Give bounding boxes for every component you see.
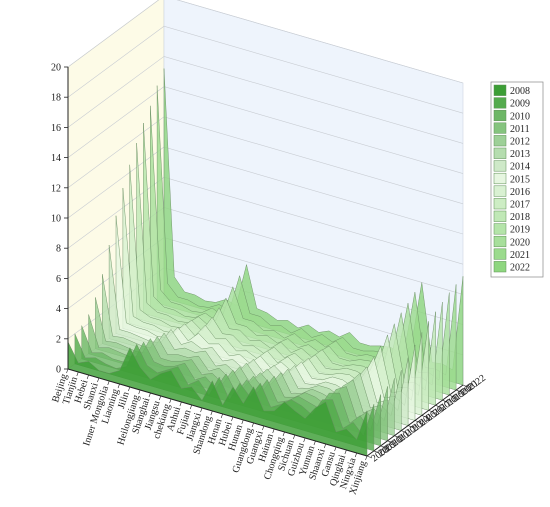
legend-swatch-2013 <box>493 147 507 159</box>
x-tick-mark <box>220 413 223 419</box>
x-tick-mark <box>148 392 151 398</box>
x-tick-mark <box>117 383 120 389</box>
y-tick-mark <box>462 384 469 388</box>
legend-label-2018: 2018 <box>510 212 530 223</box>
x-tick-mark <box>354 452 357 458</box>
x-tick-mark <box>231 416 234 422</box>
x-tick-mark <box>200 407 203 413</box>
x-tick-mark <box>344 449 347 455</box>
y-tick-mark <box>394 435 400 438</box>
legend-swatch-2020 <box>493 235 507 248</box>
y-tick-mark <box>456 389 462 393</box>
y-tick-mark <box>449 394 455 398</box>
x-tick-mark <box>66 368 69 374</box>
legend-label-2010: 2010 <box>510 111 530 122</box>
x-tick-mark <box>86 374 89 380</box>
ridge-series-group <box>67 68 464 457</box>
legend-label-2022: 2022 <box>510 263 530 274</box>
z-tick-label: 18 <box>51 93 61 104</box>
z-tick-label: 12 <box>51 183 61 194</box>
legend-swatch-2009 <box>493 97 507 109</box>
y-tick-mark <box>387 440 393 444</box>
z-tick-label: 4 <box>56 304 61 315</box>
z-axis-ticks: 0 2 4 6 8 10 12 14 16 18 20 <box>51 63 68 376</box>
legend-label-2014: 2014 <box>510 162 530 173</box>
y-tick-mark <box>435 405 441 408</box>
y-tick-mark <box>408 425 414 428</box>
legend-swatch-2010 <box>493 109 507 122</box>
y-tick-mark <box>414 420 421 423</box>
legend-label-2015: 2015 <box>510 174 530 185</box>
x-tick-mark <box>189 404 193 410</box>
x-tick-mark <box>179 401 182 407</box>
x-tick-mark <box>169 398 172 404</box>
legend-label-2019: 2019 <box>510 225 530 236</box>
legend-swatch-2014 <box>493 160 507 172</box>
y-tick-mark <box>428 410 434 413</box>
z-tick-label: 16 <box>51 123 61 134</box>
legend-label-2012: 2012 <box>510 137 530 148</box>
legend-label-2009: 2009 <box>510 99 530 110</box>
legend-label-2013: 2013 <box>510 149 530 160</box>
x-tick-mark <box>272 428 275 434</box>
gridline <box>67 0 464 84</box>
y-tick-mark <box>442 399 448 403</box>
x-tick-mark <box>128 386 131 392</box>
y-tick-mark <box>366 455 373 459</box>
z-tick-label: 10 <box>51 214 61 225</box>
x-tick-mark <box>334 446 337 452</box>
z-tick-label: 14 <box>51 153 61 164</box>
y-tick-mark <box>380 445 386 449</box>
z-tick-label: 6 <box>56 274 61 285</box>
legend-label-2008: 2008 <box>510 86 530 97</box>
legend-swatch-2015 <box>493 172 507 185</box>
x-tick-mark <box>138 389 141 395</box>
y-tick-mark <box>373 450 379 454</box>
legend-swatch-2021 <box>493 248 507 260</box>
legend-label-2021: 2021 <box>510 250 530 261</box>
x-tick-mark <box>251 422 254 428</box>
x-tick-mark <box>107 380 110 386</box>
z-tick-label: 8 <box>56 244 61 255</box>
y-tick-mark <box>401 430 407 433</box>
x-tick-mark <box>293 434 296 440</box>
x-tick-mark <box>303 437 306 443</box>
ridge-series-2008 <box>67 341 368 457</box>
legend-label-2017: 2017 <box>510 200 530 211</box>
legend: 2008200920102011201220132014201520162017… <box>490 81 544 278</box>
x-tick-mark <box>76 371 79 377</box>
x-tick-mark <box>262 425 265 431</box>
legend-swatch-2012 <box>493 135 507 147</box>
legend-swatch-2017 <box>493 198 507 210</box>
x-tick-mark <box>241 419 244 425</box>
legend-label-2016: 2016 <box>510 187 530 198</box>
ridge-series-2017 <box>129 164 429 411</box>
legend-swatch-2018 <box>493 210 507 222</box>
x-tick-mark <box>323 443 327 449</box>
x-tick-mark <box>97 377 100 383</box>
x-tick-mark <box>159 395 162 401</box>
x-tick-mark <box>313 440 316 446</box>
legend-swatch-2016 <box>493 185 507 197</box>
x-tick-mark <box>210 410 213 416</box>
x-tick-mark <box>365 455 368 461</box>
x-tick-mark <box>282 431 285 437</box>
z-tick-label: 20 <box>51 63 61 74</box>
legend-swatch-2022 <box>493 261 507 273</box>
y-tick-label: 2022 <box>465 373 488 394</box>
legend-swatch-2008 <box>493 84 507 96</box>
x-axis-line <box>67 368 368 457</box>
legend-swatch-2019 <box>493 223 507 235</box>
legend-label-2020: 2020 <box>510 237 530 248</box>
legend-swatch-2011 <box>493 122 507 134</box>
legend-label-2011: 2011 <box>510 124 530 135</box>
gridline <box>67 56 464 144</box>
gridline <box>67 25 464 114</box>
x-tick-label: Jilin <box>116 391 132 411</box>
z-tick-label: 0 <box>56 365 61 376</box>
y-tick-mark <box>421 415 427 418</box>
z-tick-label: 2 <box>56 334 61 345</box>
